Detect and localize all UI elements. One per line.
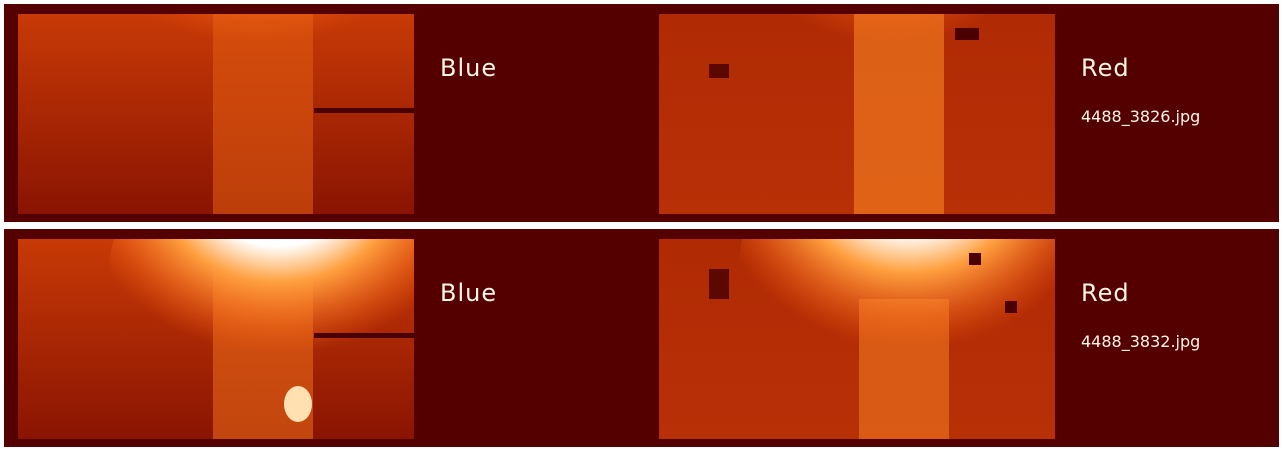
blue-label: Blue	[440, 279, 497, 307]
red-label: Red	[1081, 279, 1130, 307]
red-image	[659, 239, 1055, 439]
red-image	[659, 14, 1055, 214]
filename: 4488_3832.jpg	[1081, 332, 1200, 351]
blue-label: Blue	[440, 54, 497, 82]
filename: 4488_3826.jpg	[1081, 107, 1200, 126]
red-label: Red	[1081, 54, 1130, 82]
page: Blue Red 4488_3826.jpg Blue Red	[0, 0, 1283, 449]
blue-image	[18, 14, 414, 214]
panel: Blue Red 4488_3826.jpg	[4, 4, 1279, 222]
panel: Blue Red 4488_3832.jpg	[4, 229, 1279, 447]
blue-image	[18, 239, 414, 439]
